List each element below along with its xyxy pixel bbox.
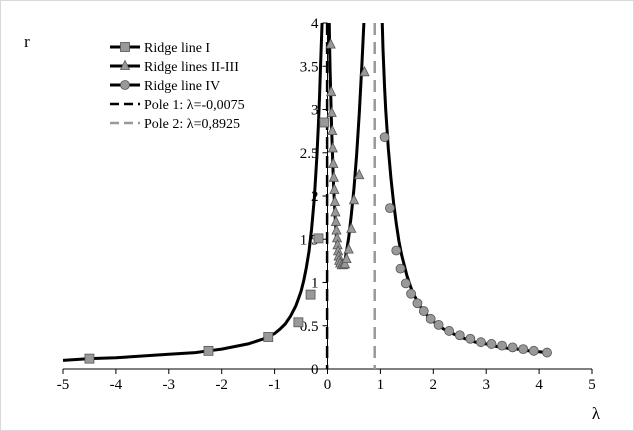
- y-tick-label: 0: [311, 362, 319, 378]
- x-tick-label: 4: [535, 377, 543, 393]
- series-2-point: [325, 38, 336, 49]
- series-2-point: [329, 195, 341, 206]
- series-1-point: [263, 332, 274, 342]
- series-2-point: [359, 65, 370, 77]
- legend-marker: [120, 80, 130, 90]
- legend-label: Ridge lines II-III: [144, 60, 239, 75]
- legend-marker: [119, 59, 131, 70]
- legend-label: Ridge line IV: [144, 79, 220, 94]
- x-tick-label: -2: [215, 377, 228, 393]
- series-2-point: [329, 183, 340, 194]
- series-2-point: [341, 252, 352, 264]
- y-tick-label: 4: [311, 16, 319, 32]
- legend-label: Pole 2: λ=0,8925: [144, 117, 240, 132]
- series-3-point: [486, 339, 497, 349]
- series-3-point: [433, 319, 444, 330]
- series-1-point: [293, 317, 304, 328]
- series-2-point: [326, 85, 337, 97]
- series-2-point: [330, 206, 341, 217]
- series-3-point: [476, 337, 486, 348]
- series-2-point: [343, 243, 354, 254]
- x-tick-label: 5: [588, 377, 596, 393]
- legend-marker: [120, 42, 130, 52]
- series-3-point: [391, 245, 402, 256]
- x-tick-label: 3: [482, 377, 490, 393]
- series-3-point: [465, 333, 476, 344]
- y-tick-label: 3.5: [300, 59, 319, 75]
- x-tick-label: -4: [110, 377, 123, 393]
- series-2-point: [330, 215, 342, 226]
- series-2-point: [331, 224, 342, 235]
- y-tick-label: 1: [311, 276, 319, 292]
- series-2-point: [328, 171, 339, 182]
- series-3-point: [379, 132, 390, 143]
- y-tick-label: 2.5: [300, 146, 319, 162]
- series-2-point: [327, 124, 338, 136]
- series-3-point: [425, 313, 436, 324]
- series-2-point: [327, 142, 338, 153]
- x-tick-label: -5: [57, 377, 70, 393]
- x-tick-label: -1: [268, 377, 281, 393]
- series-3-point: [412, 298, 423, 309]
- series-2-point: [348, 193, 360, 205]
- series-line-3: [380, 23, 548, 355]
- series-1-point: [84, 353, 95, 364]
- series-1-point: [305, 289, 316, 300]
- y-tick-label: 0.5: [300, 319, 319, 335]
- series-3-point: [400, 278, 411, 289]
- series-3-point: [507, 342, 518, 353]
- y-tick-label: 3: [311, 103, 319, 119]
- series-1-point: [313, 233, 324, 244]
- x-tick-label: 2: [430, 377, 438, 393]
- series-2-point: [354, 168, 365, 180]
- series-3-point: [542, 347, 552, 358]
- x-axis-title: λ: [592, 404, 601, 423]
- series-3-point: [385, 203, 395, 214]
- series-2-point: [326, 106, 337, 117]
- legend-label: Pole 1: λ=-0,0075: [144, 98, 245, 113]
- legend-label: Ridge line I: [144, 41, 210, 56]
- series-2-point: [346, 222, 357, 233]
- series-3-point: [406, 288, 416, 299]
- plot-area: [63, 23, 552, 369]
- series-3-point: [418, 306, 429, 316]
- series-3-point: [528, 345, 539, 356]
- series-line-1: [63, 23, 324, 362]
- series-3-point: [518, 344, 529, 355]
- series-3-point: [444, 326, 455, 336]
- series-3-point: [497, 340, 507, 351]
- series-2-point: [339, 257, 351, 269]
- series-1-point: [319, 117, 330, 128]
- x-tick-label: -3: [163, 377, 176, 393]
- legend: Ridge line I Ridge lines II-III Ridge line…: [110, 41, 245, 132]
- series-2-point: [328, 157, 339, 168]
- x-tick-label: 1: [377, 377, 385, 393]
- series-3-point: [395, 263, 406, 274]
- y-axis-title: r: [24, 32, 30, 51]
- series-1-point: [203, 345, 214, 356]
- series-3-point: [454, 330, 465, 341]
- x-tick-label: 0: [324, 377, 332, 393]
